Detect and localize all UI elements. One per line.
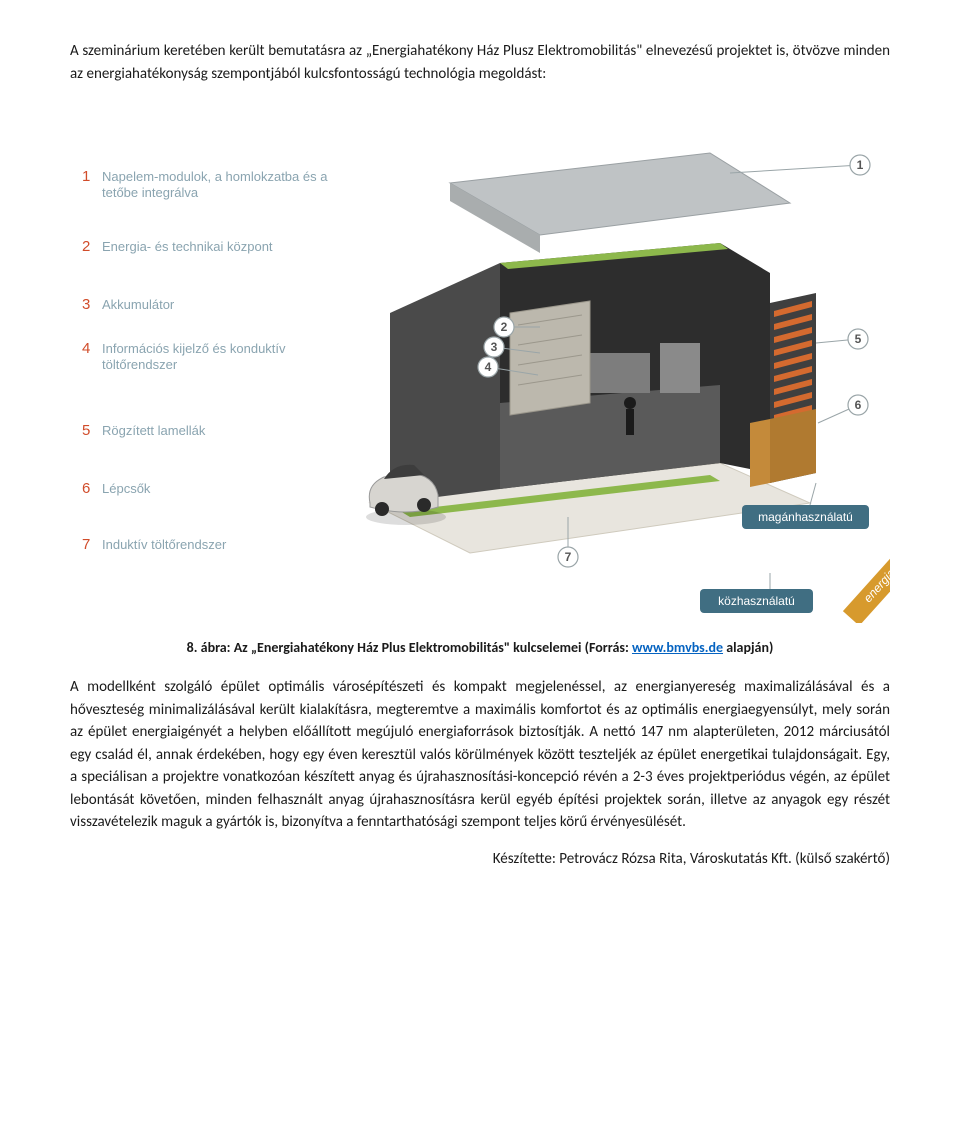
svg-text:1: 1 — [857, 158, 864, 172]
svg-text:1: 1 — [82, 168, 90, 185]
diagram-svg: 12345671Napelem-modulok, a homlokzatba é… — [70, 103, 890, 623]
svg-text:töltőrendszer: töltőrendszer — [102, 357, 178, 372]
svg-text:2: 2 — [82, 238, 90, 255]
caption-source-link[interactable]: www.bmvbs.de — [632, 639, 723, 656]
svg-text:6: 6 — [855, 398, 862, 412]
caption-prefix: 8. ábra: Az „Energiahatékony Ház Plus El… — [187, 639, 632, 656]
svg-text:4: 4 — [82, 340, 90, 357]
caption-suffix: alapján) — [723, 639, 773, 656]
svg-text:magánhasználatú: magánhasználatú — [758, 510, 853, 524]
svg-text:5: 5 — [855, 332, 862, 346]
svg-text:4: 4 — [485, 360, 492, 374]
svg-text:7: 7 — [565, 550, 572, 564]
svg-text:Akkumulátor: Akkumulátor — [102, 297, 175, 312]
svg-text:Napelem-modulok, a homlokzatba: Napelem-modulok, a homlokzatba és a — [102, 169, 328, 184]
svg-text:Energia- és technikai központ: Energia- és technikai központ — [102, 239, 273, 254]
intro-paragraph: A szeminárium keretében került bemutatás… — [70, 40, 890, 85]
svg-text:közhasználatú: közhasználatú — [718, 594, 795, 608]
svg-text:7: 7 — [82, 536, 90, 553]
author-line: Készítette: Petrovácz Rózsa Rita, Városk… — [70, 848, 890, 871]
svg-text:Rögzített lamellák: Rögzített lamellák — [102, 423, 206, 438]
svg-text:6: 6 — [82, 480, 90, 497]
house-diagram: 12345671Napelem-modulok, a homlokzatba é… — [70, 103, 890, 623]
svg-text:Lépcsők: Lépcsők — [102, 481, 151, 496]
svg-text:5: 5 — [82, 422, 90, 439]
figure-caption: 8. ábra: Az „Energiahatékony Ház Plus El… — [70, 637, 890, 658]
svg-text:tetőbe integrálva: tetőbe integrálva — [102, 185, 199, 200]
svg-text:2: 2 — [501, 320, 508, 334]
svg-text:Induktív töltőrendszer: Induktív töltőrendszer — [102, 537, 227, 552]
svg-text:3: 3 — [82, 296, 90, 313]
body-paragraph: A modellként szolgáló épület optimális v… — [70, 676, 890, 834]
svg-text:Információs kijelző és kondukt: Információs kijelző és konduktív — [102, 341, 286, 356]
svg-text:3: 3 — [491, 340, 498, 354]
